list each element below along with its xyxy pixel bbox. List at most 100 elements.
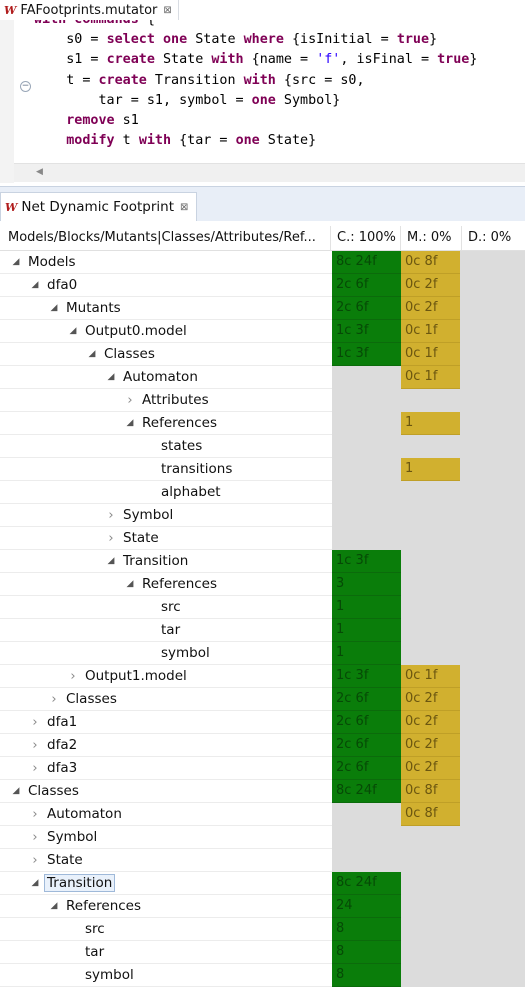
column-mutation[interactable]: M.: 0% xyxy=(401,226,462,250)
collapse-toggle-icon[interactable]: ◢ xyxy=(31,878,39,888)
expand-toggle-icon[interactable]: › xyxy=(32,737,38,753)
expand-toggle-icon[interactable]: › xyxy=(108,507,114,523)
tree-row[interactable]: › Symbol xyxy=(0,504,525,527)
tree-cell[interactable]: states xyxy=(0,435,474,458)
expand-toggle-icon[interactable]: › xyxy=(32,714,38,730)
tree-cell[interactable]: › Attributes xyxy=(0,389,455,412)
tree-row[interactable]: symbol 8 xyxy=(0,964,525,987)
collapse-toggle-icon[interactable]: ◢ xyxy=(107,372,115,382)
tree-row[interactable]: › dfa1 2c 6f 0c 2f xyxy=(0,711,525,734)
tree-row[interactable]: › Symbol xyxy=(0,826,525,849)
tree-row[interactable]: alphabet xyxy=(0,481,525,504)
tree-cell[interactable]: › Symbol xyxy=(0,826,360,849)
tree-cell[interactable]: ◢ Output0.model xyxy=(0,320,398,343)
horizontal-scrollbar[interactable]: ◀ xyxy=(14,163,525,182)
tree-row[interactable]: src 1 xyxy=(0,596,525,619)
tree-row[interactable]: ◢ Transition 8c 24f xyxy=(0,872,525,895)
tree-row[interactable]: states xyxy=(0,435,525,458)
tree-cell[interactable]: tar xyxy=(0,941,398,964)
column-tree[interactable]: Models/Blocks/Mutants|Classes/Attributes… xyxy=(0,226,331,250)
tree-cell[interactable]: symbol xyxy=(0,964,398,987)
tree-row[interactable]: › dfa2 2c 6f 0c 2f xyxy=(0,734,525,757)
tree-cell[interactable]: src xyxy=(0,596,474,619)
tree-cell[interactable]: ◢ Classes xyxy=(0,780,341,803)
tree-row[interactable]: ◢ Automaton 0c 1f xyxy=(0,366,525,389)
tree-row[interactable]: › dfa3 2c 6f 0c 2f xyxy=(0,757,525,780)
tree-cell[interactable]: › Output1.model xyxy=(0,665,398,688)
tree-cell[interactable]: tar xyxy=(0,619,474,642)
expand-toggle-icon[interactable]: › xyxy=(108,530,114,546)
collapse-toggle-icon[interactable]: ◢ xyxy=(126,418,134,428)
tree-cell[interactable]: › dfa1 xyxy=(0,711,360,734)
tree-cell[interactable]: ◢ Transition xyxy=(0,872,360,895)
tree-cell[interactable]: alphabet xyxy=(0,481,474,504)
tree-cell[interactable]: › dfa3 xyxy=(0,757,360,780)
tree-row[interactable]: › Classes 2c 6f 0c 2f xyxy=(0,688,525,711)
column-deletion[interactable]: D.: 0% xyxy=(468,230,512,245)
expand-toggle-icon[interactable]: › xyxy=(32,806,38,822)
tree-row[interactable]: src 8 xyxy=(0,918,525,941)
tree-cell[interactable]: ◢ References xyxy=(0,895,379,918)
tree-row[interactable]: ◢ References 1 xyxy=(0,412,525,435)
collapse-toggle-icon[interactable]: ◢ xyxy=(69,326,77,336)
tree-row[interactable]: tar 8 xyxy=(0,941,525,964)
fold-icon[interactable]: − xyxy=(20,81,31,92)
tree-row[interactable]: ◢ Models 8c 24f 0c 8f xyxy=(0,251,525,274)
tree-row[interactable]: transitions 1 xyxy=(0,458,525,481)
tree-cell[interactable]: › State xyxy=(0,527,436,550)
tree-cell[interactable]: › State xyxy=(0,849,360,872)
tree-cell[interactable]: src xyxy=(0,918,398,941)
tree-cell[interactable]: ◢ dfa0 xyxy=(0,274,360,297)
code-area[interactable]: with commands { s0 = select one State wh… xyxy=(34,20,525,163)
expand-toggle-icon[interactable]: › xyxy=(32,760,38,776)
tree-row[interactable]: tar 1 xyxy=(0,619,525,642)
column-coverage[interactable]: C.: 100% xyxy=(331,226,401,250)
tree-cell[interactable]: › Classes xyxy=(0,688,379,711)
tree-cell[interactable]: ◢ References xyxy=(0,412,455,435)
tree-row[interactable]: ◢ Classes 8c 24f 0c 8f xyxy=(0,780,525,803)
tree-row[interactable]: ◢ Output0.model 1c 3f 0c 1f xyxy=(0,320,525,343)
collapse-toggle-icon[interactable]: ◢ xyxy=(50,901,58,911)
editor-tab[interactable]: W FAFootprints.mutator ⊠ xyxy=(0,0,179,20)
tree-row[interactable]: ◢ Transition 1c 3f xyxy=(0,550,525,573)
tree-cell[interactable]: ◢ References xyxy=(0,573,455,596)
tree-row[interactable]: ◢ References 3 xyxy=(0,573,525,596)
tree-row[interactable]: ◢ Mutants 2c 6f 0c 2f xyxy=(0,297,525,320)
tree-row[interactable]: ◢ dfa0 2c 6f 0c 2f xyxy=(0,274,525,297)
tree-row[interactable]: symbol 1 xyxy=(0,642,525,665)
expand-toggle-icon[interactable]: › xyxy=(70,668,76,684)
tree-cell[interactable]: ◢ Models xyxy=(0,251,341,274)
tree-cell[interactable]: › dfa2 xyxy=(0,734,360,757)
collapse-toggle-icon[interactable]: ◢ xyxy=(50,303,58,313)
tree-cell[interactable]: transitions xyxy=(0,458,474,481)
tree-row[interactable]: › Output1.model 1c 3f 0c 1f xyxy=(0,665,525,688)
tree-cell[interactable]: › Automaton xyxy=(0,803,360,826)
tree-cell[interactable]: ◢ Mutants xyxy=(0,297,379,320)
view-tab[interactable]: W Net Dynamic Footprint ⊠ xyxy=(0,192,198,221)
expand-toggle-icon[interactable]: › xyxy=(127,392,133,408)
tree-row[interactable]: ◢ Classes 1c 3f 0c 1f xyxy=(0,343,525,366)
expand-toggle-icon[interactable]: › xyxy=(32,829,38,845)
mutator-editor[interactable]: W FAFootprints.mutator ⊠ − with commands… xyxy=(0,0,525,183)
tree-row[interactable]: › Attributes xyxy=(0,389,525,412)
collapse-toggle-icon[interactable]: ◢ xyxy=(88,349,96,359)
expand-toggle-icon[interactable]: › xyxy=(32,852,38,868)
tree-row[interactable]: › Automaton 0c 8f xyxy=(0,803,525,826)
tree-cell[interactable]: ◢ Classes xyxy=(0,343,417,366)
close-icon[interactable]: ⊠ xyxy=(180,201,189,213)
collapse-toggle-icon[interactable]: ◢ xyxy=(31,280,39,290)
expand-toggle-icon[interactable]: › xyxy=(51,691,57,707)
tree-row[interactable]: › State xyxy=(0,527,525,550)
tree-cell[interactable]: ◢ Transition xyxy=(0,550,436,573)
close-icon[interactable]: ⊠ xyxy=(163,4,172,16)
tree-cell[interactable]: ◢ Automaton xyxy=(0,366,436,389)
collapse-toggle-icon[interactable]: ◢ xyxy=(107,556,115,566)
collapse-toggle-icon[interactable]: ◢ xyxy=(12,786,20,796)
scroll-left-icon[interactable]: ◀ xyxy=(36,167,43,177)
tree-cell[interactable]: symbol xyxy=(0,642,474,665)
tree-cell[interactable]: › Symbol xyxy=(0,504,436,527)
collapse-toggle-icon[interactable]: ◢ xyxy=(12,257,20,267)
collapse-toggle-icon[interactable]: ◢ xyxy=(126,579,134,589)
tree-row[interactable]: › State xyxy=(0,849,525,872)
tree-row[interactable]: ◢ References 24 xyxy=(0,895,525,918)
